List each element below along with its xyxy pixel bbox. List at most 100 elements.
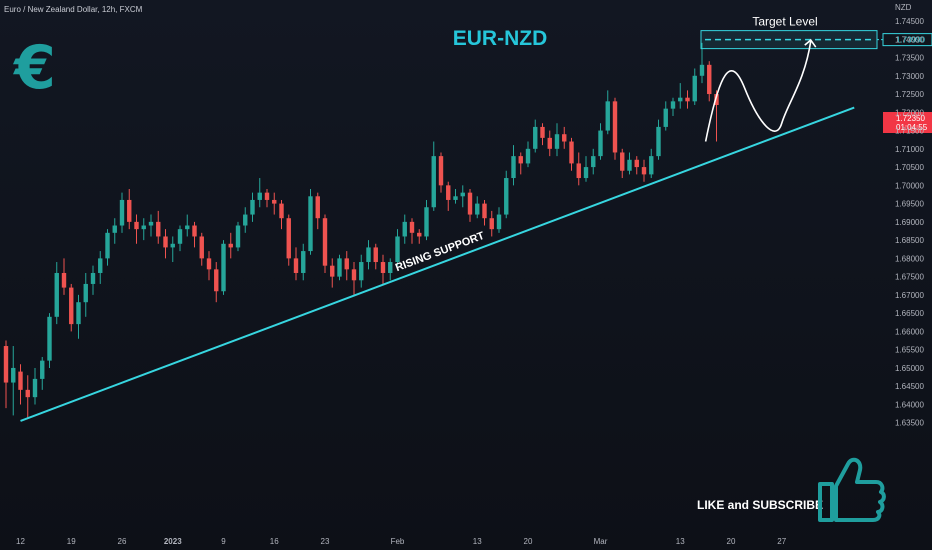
candle-body bbox=[409, 221, 415, 233]
candle-body bbox=[3, 346, 9, 383]
candle-body bbox=[199, 236, 204, 259]
candle-up bbox=[656, 119, 661, 160]
candle-down bbox=[714, 90, 719, 142]
y-tick-label: 1.72500 bbox=[895, 90, 924, 99]
candle-up bbox=[47, 313, 52, 368]
candle-body bbox=[692, 75, 697, 102]
projection-arrowhead bbox=[804, 38, 817, 48]
candle-body bbox=[163, 236, 168, 248]
chart-title: EUR-NZD bbox=[453, 27, 548, 50]
candle-up bbox=[591, 148, 596, 175]
symbol-description: Euro / New Zealand Dollar, 12h, FXCM bbox=[4, 5, 143, 14]
candle-body bbox=[540, 126, 545, 138]
candle-body bbox=[286, 218, 291, 259]
candle-up bbox=[105, 229, 110, 266]
candle-body bbox=[612, 101, 618, 153]
candle-down bbox=[214, 262, 219, 303]
candle-body bbox=[475, 203, 480, 215]
candle-down bbox=[409, 218, 415, 244]
candle-body bbox=[228, 243, 233, 248]
candle-up bbox=[525, 141, 531, 168]
candle-body bbox=[83, 283, 88, 303]
candle-body bbox=[402, 221, 407, 237]
candle-body bbox=[105, 232, 110, 259]
candle-up bbox=[496, 207, 502, 233]
x-tick-label: 13 bbox=[676, 537, 685, 546]
candle-body bbox=[685, 97, 690, 102]
candle-up bbox=[185, 214, 190, 237]
candle-down bbox=[446, 181, 451, 211]
candle-body bbox=[330, 265, 335, 277]
candle-down bbox=[264, 188, 270, 208]
candle-body bbox=[518, 156, 523, 164]
candle-up bbox=[119, 192, 125, 233]
candle-body bbox=[554, 134, 560, 149]
candle-body bbox=[678, 97, 683, 102]
candle-down bbox=[206, 251, 212, 281]
candle-body bbox=[504, 178, 509, 215]
candle-up bbox=[250, 192, 255, 222]
candle-down bbox=[228, 232, 233, 259]
y-tick-label: 1.66500 bbox=[895, 309, 924, 318]
euro-icon: € bbox=[12, 33, 56, 103]
candle-up bbox=[83, 272, 88, 317]
candle-body bbox=[170, 243, 175, 248]
candle-up bbox=[243, 207, 248, 233]
candle-body bbox=[380, 262, 386, 273]
candle-down bbox=[634, 156, 639, 175]
candle-down bbox=[156, 210, 161, 244]
candle-body bbox=[699, 64, 705, 76]
candle-body bbox=[424, 207, 429, 237]
candle-up bbox=[141, 218, 146, 241]
y-tick-label: 1.71500 bbox=[895, 127, 924, 136]
y-tick-label: 1.68500 bbox=[895, 236, 924, 245]
candle-body bbox=[511, 156, 516, 179]
currency-unit-label: NZD bbox=[895, 3, 912, 12]
candle-body bbox=[185, 225, 190, 230]
y-tick-label: 1.70500 bbox=[895, 163, 924, 172]
candle-up bbox=[424, 199, 429, 241]
candle-body bbox=[482, 203, 487, 219]
candle-down bbox=[330, 258, 335, 288]
candle-body bbox=[192, 225, 197, 237]
y-tick-label: 1.74500 bbox=[895, 17, 924, 26]
candle-body bbox=[547, 137, 552, 149]
candle-down bbox=[417, 229, 422, 244]
candle-body bbox=[177, 229, 183, 244]
candle-up bbox=[533, 119, 538, 153]
candle-up bbox=[598, 123, 603, 160]
candle-down bbox=[620, 148, 625, 179]
candle-body bbox=[714, 94, 719, 105]
candle-up bbox=[475, 196, 480, 219]
candle-down bbox=[641, 159, 647, 182]
rising-support-line[interactable] bbox=[20, 106, 855, 422]
candle-body bbox=[127, 199, 132, 222]
candle-down bbox=[25, 375, 30, 420]
candle-up bbox=[554, 123, 560, 157]
x-tick-label: 23 bbox=[321, 537, 330, 546]
candle-up bbox=[670, 97, 676, 116]
candle-body bbox=[264, 192, 270, 200]
candle-body bbox=[525, 148, 531, 164]
candle-down bbox=[18, 364, 23, 405]
candle-down bbox=[518, 152, 523, 175]
candle-down bbox=[467, 188, 473, 222]
candle-body bbox=[112, 225, 117, 233]
candle-down bbox=[315, 192, 320, 230]
candle-down bbox=[482, 199, 487, 226]
y-tick-label: 1.68000 bbox=[895, 254, 924, 263]
candle-up bbox=[627, 152, 632, 175]
x-tick-label: 2023 bbox=[164, 537, 182, 546]
candle-down bbox=[351, 262, 357, 295]
thumbs-up-icon[interactable] bbox=[818, 457, 886, 522]
y-tick-label: 1.69000 bbox=[895, 218, 924, 227]
candle-up bbox=[90, 265, 96, 295]
candle-body bbox=[134, 221, 139, 230]
candle-body bbox=[460, 192, 465, 197]
candle-down bbox=[562, 126, 567, 149]
candle-body bbox=[156, 221, 161, 237]
y-tick-label: 1.67500 bbox=[895, 273, 924, 282]
candle-body bbox=[90, 272, 96, 284]
candle-body bbox=[438, 156, 444, 186]
